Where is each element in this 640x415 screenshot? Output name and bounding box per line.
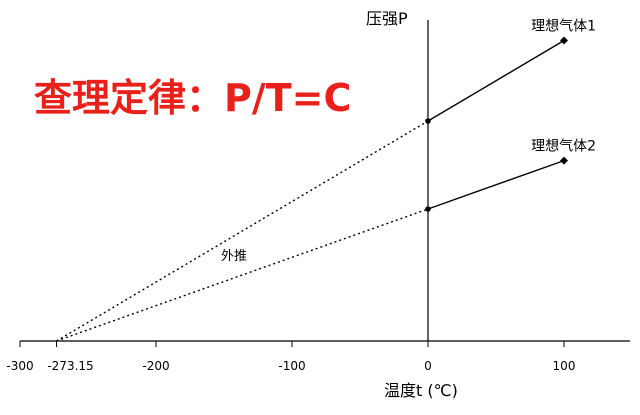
x-tick-label-special: -273.15 bbox=[47, 359, 93, 373]
series-group: 理想气体1 理想气体2 bbox=[56, 18, 596, 342]
point-intercept-1 bbox=[425, 118, 431, 124]
series-line-1 bbox=[427, 39, 565, 122]
x-tick-label: 0 bbox=[424, 359, 432, 373]
y-axis-label: 压强P bbox=[366, 9, 408, 28]
extrapolation-line-2 bbox=[56, 208, 429, 342]
extrapolation-label: 外推 bbox=[221, 249, 247, 264]
x-tick-label: 100 bbox=[553, 359, 576, 373]
x-axis-label: 温度t (℃) bbox=[384, 381, 458, 400]
x-tick-label: -300 bbox=[6, 359, 33, 373]
point-end-2 bbox=[560, 156, 568, 165]
point-intercept-2 bbox=[425, 206, 431, 212]
extrapolation-line-1 bbox=[56, 120, 429, 342]
chart-title: 查理定律：P/T=C bbox=[34, 76, 351, 120]
series-label-1: 理想气体1 bbox=[531, 18, 596, 34]
x-tick-label: -100 bbox=[278, 359, 305, 373]
x-tick-label: -200 bbox=[142, 359, 169, 373]
point-end-1 bbox=[560, 36, 568, 45]
x-ticks: -300 -200 -100 0 100 -273.15 bbox=[6, 341, 575, 373]
series-line-2 bbox=[427, 159, 565, 210]
series-label-2: 理想气体2 bbox=[531, 139, 596, 155]
